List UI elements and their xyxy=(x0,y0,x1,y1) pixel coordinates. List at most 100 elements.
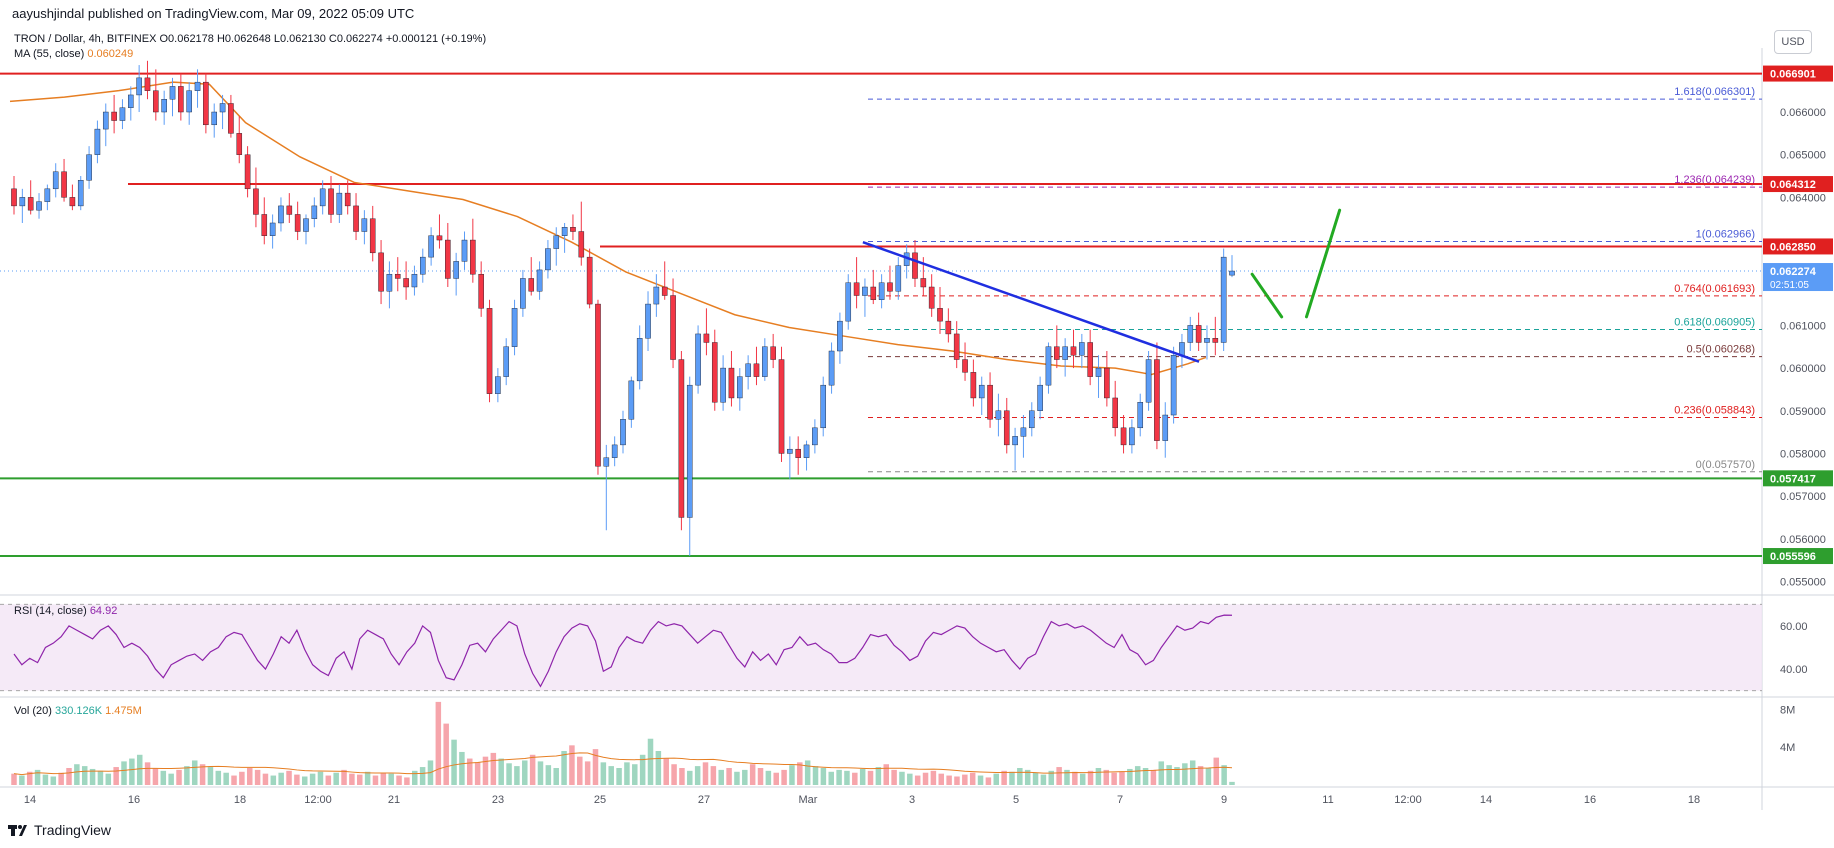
candle-body xyxy=(611,444,618,458)
candle-body xyxy=(1220,256,1227,343)
volume-bar xyxy=(349,773,355,785)
volume-ma-line xyxy=(13,752,1233,776)
bearish-trend-line xyxy=(862,241,1200,363)
volume-bar xyxy=(97,770,104,785)
candle-body xyxy=(144,77,151,91)
volume-bar xyxy=(859,768,866,785)
volume-bar xyxy=(301,776,308,785)
volume-bar xyxy=(262,773,269,785)
volume-bar xyxy=(286,770,292,785)
volume-bar xyxy=(498,758,504,785)
x-tick-label: 16 xyxy=(128,794,140,806)
candle-body xyxy=(77,180,84,207)
rsi-tick-label: 40.00 xyxy=(1780,664,1808,676)
volume-bar xyxy=(577,756,583,785)
candle-body xyxy=(478,273,484,309)
volume-bar xyxy=(176,769,182,785)
volume-bar xyxy=(380,772,387,785)
candle-body xyxy=(261,214,268,236)
fib-level-label: 0.236(0.058843) xyxy=(1674,404,1755,416)
candle-body xyxy=(1129,427,1135,446)
legend-value: H0.062648 xyxy=(214,33,271,45)
candle-countdown: 02:51:05 xyxy=(1770,280,1809,291)
candle-body xyxy=(361,218,368,232)
volume-bar xyxy=(993,773,1000,785)
volume-bar xyxy=(852,772,858,785)
volume-bar xyxy=(81,766,88,785)
candle-body xyxy=(845,282,852,322)
candle-body xyxy=(1162,414,1169,441)
price-tag-label: 0.055596 xyxy=(1770,551,1816,563)
volume-bar xyxy=(294,774,300,785)
currency-button[interactable]: USD xyxy=(1774,30,1812,54)
volume-bar xyxy=(412,770,418,785)
candle-body xyxy=(620,419,626,446)
candle-body xyxy=(995,410,1002,420)
y-tick-label: 0.059000 xyxy=(1780,406,1826,418)
volume-bar xyxy=(946,775,952,785)
volume-bar xyxy=(459,751,465,785)
x-tick-label: 12:00 xyxy=(304,794,332,806)
volume-bar xyxy=(679,768,685,785)
candle-body xyxy=(987,384,993,420)
volume-bar xyxy=(451,739,457,785)
candle-body xyxy=(503,346,509,377)
volume-bar xyxy=(1205,768,1212,785)
volume-bar xyxy=(1189,760,1196,785)
candle-body xyxy=(1120,427,1127,446)
candle-body xyxy=(1095,367,1102,377)
volume-bar xyxy=(1079,773,1086,785)
candle-body xyxy=(378,252,384,292)
candle-body xyxy=(36,201,42,211)
candle-body xyxy=(645,303,651,339)
volume-bar xyxy=(655,751,662,785)
volume-bar xyxy=(600,762,607,785)
volume-bar xyxy=(19,775,25,785)
volume-bar xyxy=(191,760,198,785)
volume-bar xyxy=(1134,766,1141,785)
volume-bar xyxy=(1119,771,1125,785)
x-tick-label: 16 xyxy=(1584,794,1596,806)
volume-bar xyxy=(239,771,245,785)
tradingview-brand[interactable]: TradingView xyxy=(8,822,111,838)
price-tag-label: 0.062850 xyxy=(1770,241,1816,253)
candle-body xyxy=(728,367,735,399)
volume-bar xyxy=(1040,774,1047,785)
candle-body xyxy=(837,320,843,352)
volume-bar xyxy=(1009,771,1015,785)
volume-bar xyxy=(1032,772,1039,785)
candle-body xyxy=(136,77,142,96)
candle-body xyxy=(1054,346,1060,360)
volume-tick-label: 4M xyxy=(1780,742,1795,754)
candle-body xyxy=(1045,346,1052,386)
volume-bar xyxy=(647,738,654,785)
candle-body xyxy=(520,278,526,309)
volume-bar xyxy=(797,762,803,785)
x-tick-label: 14 xyxy=(24,794,36,806)
volume-bar xyxy=(977,775,984,785)
candle-body xyxy=(394,273,401,279)
candle-body xyxy=(1179,342,1185,356)
volume-bar xyxy=(396,775,402,785)
volume-bar xyxy=(694,766,701,785)
volume-bar xyxy=(718,769,724,785)
volume-bar xyxy=(914,775,921,785)
volume-bar xyxy=(404,777,410,785)
volume-bar xyxy=(66,768,72,785)
volume-bar xyxy=(1111,772,1117,785)
volume-bar xyxy=(765,770,772,785)
volume-bar xyxy=(435,701,442,785)
candle-body xyxy=(1062,346,1068,360)
candle-body xyxy=(1012,436,1018,446)
volume-bar xyxy=(930,770,937,785)
price-tag xyxy=(1763,470,1833,487)
candle-body xyxy=(186,90,192,113)
volume-bar xyxy=(144,762,151,785)
volume-bar xyxy=(1229,781,1235,785)
candle-body xyxy=(428,235,434,258)
candle-body xyxy=(711,342,718,403)
candle-body xyxy=(603,457,610,467)
fib-level-label: 1.618(0.066301) xyxy=(1674,86,1755,98)
candle-body xyxy=(920,278,927,288)
